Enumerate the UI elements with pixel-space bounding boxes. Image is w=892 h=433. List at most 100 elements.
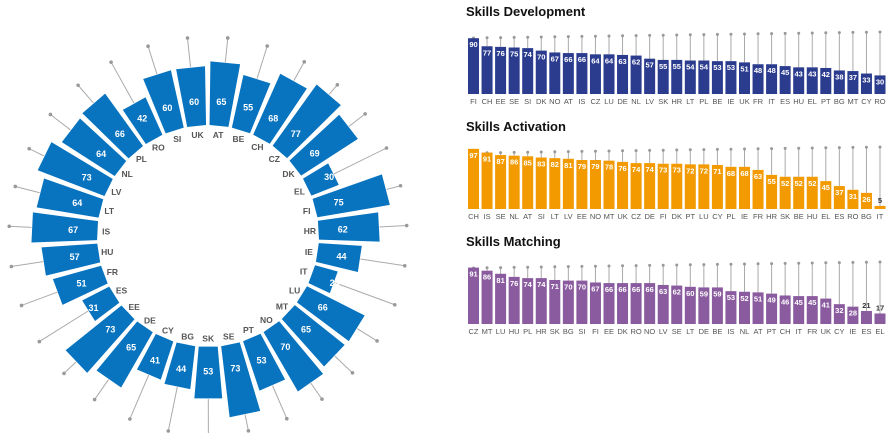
- radial-value-se: 73: [230, 364, 240, 374]
- skills-activation-bar-fi: [657, 163, 669, 209]
- skills-development-dot-cy: [864, 30, 868, 34]
- skills-development-label-hu: HU: [793, 97, 804, 106]
- skills-matching-dot-is: [729, 262, 733, 266]
- radial-bar-ch: [253, 73, 307, 144]
- skills-development-label-lv: LV: [645, 97, 654, 106]
- radial-dot-cz: [335, 82, 340, 87]
- skills-matching-dot-ie: [851, 260, 855, 264]
- skills-matching-value-cy: 32: [835, 306, 843, 315]
- skills-development-bar-uk: [739, 62, 750, 94]
- radial-spoke-ro: [110, 61, 135, 104]
- skills-activation-bar-uk: [617, 161, 629, 209]
- skills-matching-dot-nl: [743, 262, 746, 266]
- skills-activation-value-is: 91: [483, 155, 491, 164]
- radial-dot-fr: [19, 303, 24, 308]
- skills-development-label-no: NO: [549, 97, 560, 106]
- skills-matching-value-mt: 86: [483, 273, 491, 282]
- skills-matching-dot-el: [878, 260, 882, 264]
- skills-development-bar-ch: [481, 46, 493, 94]
- skills-activation-label-lu: LU: [699, 212, 709, 221]
- skills-activation-dot-lu: [702, 148, 706, 152]
- radial-bar-el: [303, 163, 339, 196]
- skills-matching-label-ro: RO: [630, 327, 641, 336]
- radial-value-hr: 62: [338, 224, 348, 234]
- skills-matching-bar-de: [698, 287, 710, 324]
- skills-matching-dot-at: [756, 262, 760, 266]
- radial-value-uk: 60: [189, 97, 199, 107]
- radial-spoke-se: [244, 414, 249, 431]
- skills-matching-value-fr: 45: [808, 298, 816, 307]
- skills-activation-bar-lu: [698, 164, 710, 209]
- radial-dot-ro: [109, 60, 113, 64]
- skills-activation-value-cy: 71: [713, 167, 721, 176]
- skills-development-panel: Skills Development 90 FI 77 CH 76 EE 75 SE 74 SI 7…: [462, 4, 892, 119]
- skills-development-dot-ee: [499, 36, 503, 40]
- skills-activation-label-si: SI: [538, 212, 545, 221]
- skills-activation-bar-it: [874, 205, 886, 209]
- radial-dot-el: [384, 146, 389, 150]
- skills-matching-dot-hr: [539, 265, 543, 269]
- skills-development-bar-se: [508, 47, 520, 94]
- radial-label-de: DE: [144, 315, 156, 325]
- skills-activation-value-se: 87: [496, 157, 504, 166]
- skills-activation-dot-sk: [783, 146, 787, 150]
- skills-matching-bar-fr: [806, 296, 818, 324]
- skills-activation-bar-el: [820, 181, 832, 209]
- radial-value-cy: 41: [150, 356, 160, 366]
- skills-development-value-es: 45: [781, 68, 789, 77]
- skills-activation-bar-hu: [806, 176, 818, 209]
- skills-development-value-cy: 33: [862, 76, 870, 85]
- skills-development-bar-no: [549, 52, 561, 94]
- skills-development-bar-fr: [752, 64, 764, 94]
- skills-matching-value-ie: 28: [849, 309, 857, 318]
- skills-development-value-nl: 62: [632, 58, 640, 67]
- skills-development-dot-hr: [675, 33, 679, 37]
- skills-activation-dot-no: [593, 149, 597, 153]
- skills-matching-dot-hu: [512, 265, 516, 269]
- skills-matching-value-se: 62: [673, 288, 681, 297]
- skills-activation-bar-ee: [576, 160, 588, 209]
- radial-spoke-pt: [272, 385, 288, 419]
- radial-label-hr: HR: [304, 226, 316, 236]
- radial-spoke-dk: [348, 113, 366, 127]
- radial-spoke-si: [147, 46, 158, 75]
- skills-matching-bar-ro: [630, 283, 642, 324]
- skills-development-value-bg: 38: [835, 72, 843, 81]
- skills-matching-bar-lv: [657, 284, 669, 324]
- skills-activation-dot-mt: [607, 149, 611, 153]
- skills-activation-label-hu: HU: [807, 212, 818, 221]
- radial-label-be: BE: [232, 134, 244, 144]
- skills-development-value-no: 67: [551, 54, 559, 63]
- radial-label-lu: LU: [289, 285, 300, 295]
- radial-value-dk: 69: [310, 149, 320, 159]
- skills-matching-bar-pt: [766, 293, 778, 324]
- radial-spoke-at: [224, 37, 229, 63]
- radial-label-se: SE: [223, 331, 235, 341]
- skills-matching-dot-es: [864, 260, 868, 264]
- skills-matching-label-de: DE: [699, 327, 709, 336]
- skills-matching-label-pl: PL: [523, 327, 532, 336]
- skills-development-bar-sk: [657, 59, 669, 94]
- skills-matching-value-is: 53: [727, 293, 735, 302]
- radial-dot-fi: [398, 183, 403, 188]
- skills-development-bar-hr: [671, 59, 683, 94]
- skills-development-label-de: DE: [617, 97, 627, 106]
- radial-label-ie: IE: [305, 247, 313, 257]
- radial-label-ro: RO: [152, 142, 165, 152]
- skills-activation-bar-no: [589, 160, 601, 209]
- radial-dot-mt: [350, 371, 355, 375]
- radial-dot-nl: [48, 112, 53, 117]
- skills-activation-label-ee: EE: [577, 212, 587, 221]
- skills-activation-bar-lv: [562, 158, 574, 209]
- skills-activation-bar-ch: [468, 148, 479, 209]
- skills-development-label-be: BE: [712, 97, 722, 106]
- skills-activation-value-mt: 78: [605, 163, 613, 172]
- skills-development-label-bg: BG: [834, 97, 845, 106]
- skills-matching-bar-mt: [481, 270, 493, 324]
- skills-matching-value-no: 66: [645, 285, 653, 294]
- skills-matching-value-bg: 70: [564, 283, 572, 292]
- skills-development-dot-fr: [756, 32, 760, 36]
- radial-bar-sk: [194, 346, 223, 399]
- skills-activation-bar-sk: [779, 176, 791, 209]
- radial-label-hu: HU: [101, 247, 113, 257]
